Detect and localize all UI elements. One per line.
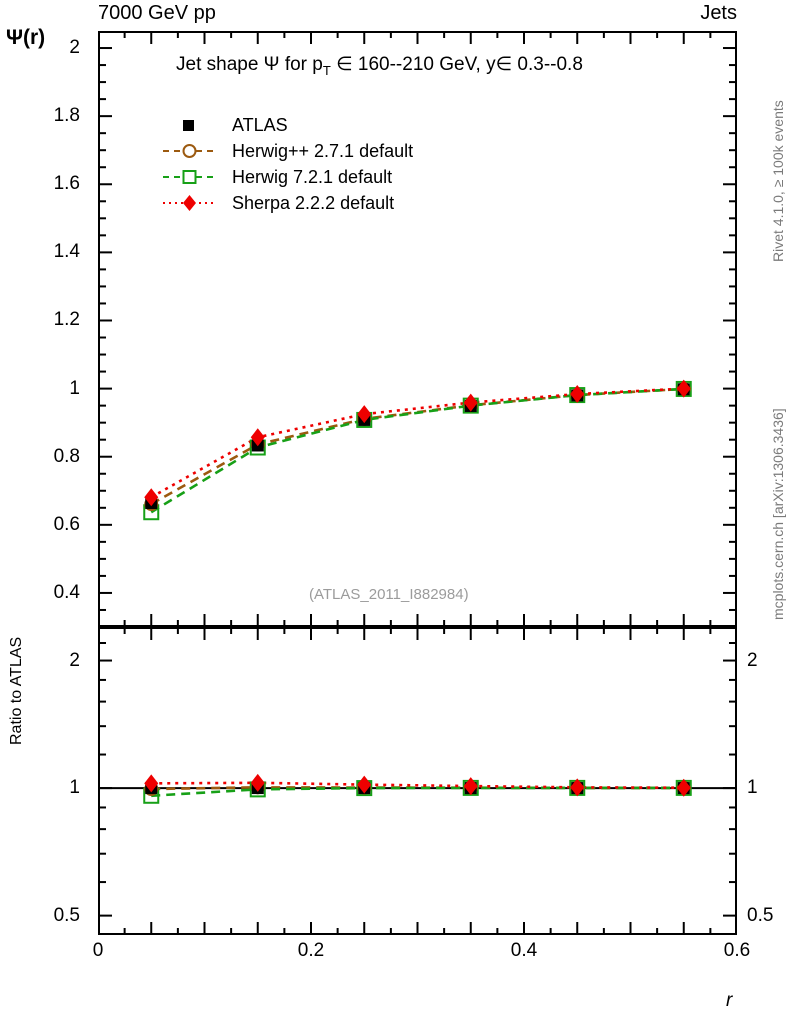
main-plot-canvas xyxy=(98,31,737,627)
ratio-plot-canvas xyxy=(98,627,737,935)
y-tick-label-ratio: 0.5 xyxy=(53,904,80,926)
legend-marker-filled-diamond xyxy=(163,195,217,211)
legend-label-atlas: ATLAS xyxy=(232,114,288,135)
plot-title-suffix: ∈ 160--210 GeV, y∈ 0.3--0.8 xyxy=(330,54,583,75)
main-plot-frame xyxy=(98,31,737,627)
x-axis-label: r xyxy=(726,990,733,1011)
legend: ATLAS Herwig++ 2.7.1 default Herwig 7.2.… xyxy=(162,112,413,216)
y-tick-label-main: 0.4 xyxy=(53,581,80,603)
main-data-series xyxy=(143,379,692,521)
y-tick-labels-main: 0.4 0.6 0.8 1 1.2 1.4 1.6 1.8 2 xyxy=(0,0,88,1024)
legend-label-sherpa: Sherpa 2.2.2 default xyxy=(232,192,395,213)
header-beam-label: 7000 GeV pp xyxy=(98,2,216,24)
plot-title-prefix: Jet shape Ψ for p xyxy=(176,54,323,75)
legend-marker-open-square xyxy=(163,170,217,184)
rivet-version-credit: Rivet 4.1.0, ≥ 100k events xyxy=(770,100,786,262)
y-tick-label-main: 0.6 xyxy=(53,513,80,535)
ratio-data-series xyxy=(143,773,692,804)
main-axis-ticks xyxy=(98,31,737,627)
x-tick-label: 0.4 xyxy=(510,940,538,961)
plot-title: Jet shape Ψ for pT ∈ 160--210 GeV, y∈ 0.… xyxy=(176,53,583,78)
y-tick-label-main: 1.4 xyxy=(53,241,80,263)
legend-marker-filled-square xyxy=(183,120,194,131)
y-tick-label-ratio-right: 0.5 xyxy=(747,904,774,926)
legend-label-herwig7: Herwig 7.2.1 default xyxy=(232,166,393,187)
ratio-plot-frame xyxy=(98,627,737,935)
x-tick-label: 0.6 xyxy=(723,940,751,961)
legend-entry-sherpa[interactable]: Sherpa 2.2.2 default xyxy=(162,190,413,216)
legend-entry-herwig7[interactable]: Herwig 7.2.1 default xyxy=(162,164,413,190)
legend-entry-atlas[interactable]: ATLAS xyxy=(162,112,413,138)
ratio-axis-ticks xyxy=(98,627,737,935)
header-analysis-label: Jets xyxy=(700,2,737,24)
y-tick-label-main: 1 xyxy=(69,377,80,399)
y-tick-label-main: 2 xyxy=(69,37,80,59)
y-tick-label-ratio: 1 xyxy=(69,777,80,799)
y-tick-label-ratio: 2 xyxy=(69,649,80,671)
y-tick-label-main: 0.8 xyxy=(53,445,80,467)
y-tick-label-main: 1.6 xyxy=(53,173,80,195)
y-tick-label-ratio-right: 1 xyxy=(747,777,758,799)
y-tick-label-main: 1.8 xyxy=(53,105,80,127)
y-tick-label-main: 1.2 xyxy=(53,309,80,331)
y-axis-label-main: Ψ(r) xyxy=(6,26,46,49)
x-tick-label: 0 xyxy=(92,940,104,961)
legend-entry-herwigpp[interactable]: Herwig++ 2.7.1 default xyxy=(162,138,413,164)
y-tick-label-ratio-right: 2 xyxy=(747,649,758,671)
legend-label-herwigpp: Herwig++ 2.7.1 default xyxy=(232,140,414,161)
analysis-id-watermark: (ATLAS_2011_I882984) xyxy=(309,586,469,603)
x-tick-label: 0.2 xyxy=(297,940,325,961)
plot-title-subscript: T xyxy=(322,62,331,78)
mcplots-arxiv-credit: mcplots.cern.ch [arXiv:1306.3436] xyxy=(770,408,786,620)
legend-marker-open-circle xyxy=(163,144,217,158)
